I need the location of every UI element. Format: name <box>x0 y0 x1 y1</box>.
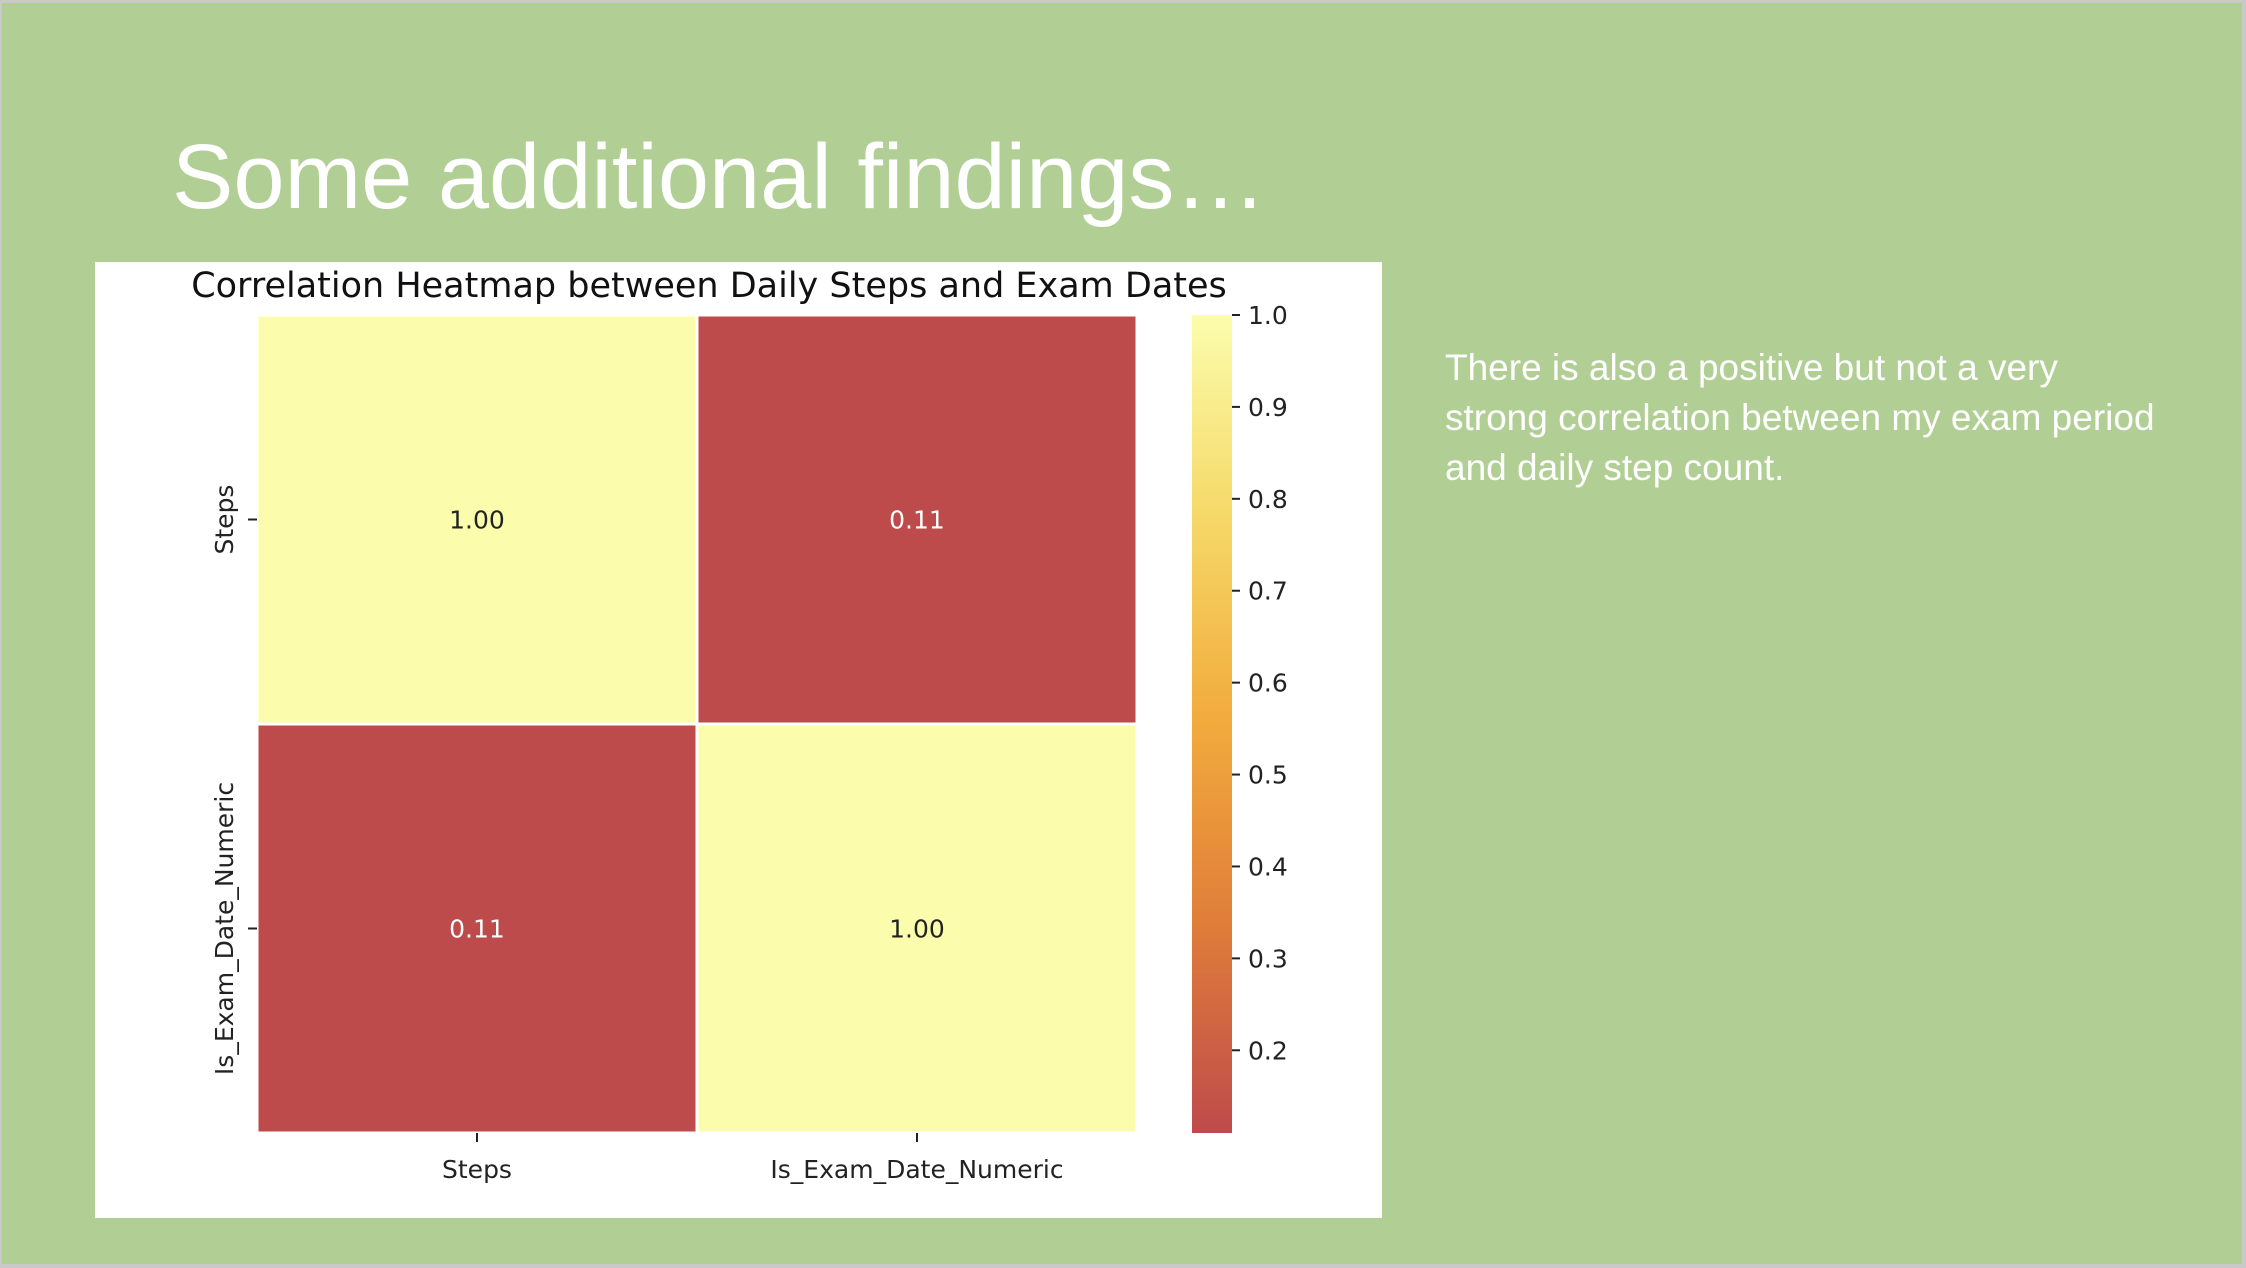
colorbar-tick-label: 0.2 <box>1248 1036 1288 1065</box>
y-axis: Steps Is_Exam_Date_Numeric <box>210 485 257 1075</box>
x-tick-label: Is_Exam_Date_Numeric <box>770 1155 1063 1184</box>
colorbar-tick-label: 0.5 <box>1248 761 1288 790</box>
slide-title: Some additional findings… <box>172 126 1267 228</box>
colorbar-tick-label: 0.9 <box>1248 393 1288 422</box>
chart-title: Correlation Heatmap between Daily Steps … <box>191 266 1227 306</box>
y-tick-label: Steps <box>210 485 239 555</box>
cell-value-label: 0.11 <box>449 915 505 944</box>
colorbar-tick-label: 0.4 <box>1248 852 1288 881</box>
cell-value-label: 1.00 <box>889 915 945 944</box>
heatmap-cells: 1.00 0.11 0.11 1.00 <box>255 313 1139 1135</box>
y-tick-label: Is_Exam_Date_Numeric <box>210 782 239 1075</box>
colorbar-tick-label: 0.3 <box>1248 944 1288 973</box>
heatmap-cell <box>255 722 699 1135</box>
x-axis: Steps Is_Exam_Date_Numeric <box>442 1133 1064 1184</box>
heatmap-chart: Correlation Heatmap between Daily Steps … <box>95 262 1382 1218</box>
slide: Some additional findings… Correlation He… <box>2 3 2242 1264</box>
heatmap-cell <box>255 313 699 726</box>
colorbar-tick-label: 0.8 <box>1248 485 1288 514</box>
colorbar-tick-label: 0.7 <box>1248 577 1288 606</box>
cell-value-label: 1.00 <box>449 506 505 535</box>
colorbar <box>1192 315 1232 1133</box>
heatmap-svg: Correlation Heatmap between Daily Steps … <box>191 266 1288 1184</box>
colorbar-ticks: 1.0 0.9 0.8 0.7 0.6 0.5 0.4 0.3 0.2 <box>1232 301 1288 1065</box>
colorbar-tick-label: 0.6 <box>1248 669 1288 698</box>
heatmap-cell <box>695 722 1139 1135</box>
cell-value-label: 0.11 <box>889 506 945 535</box>
body-text: There is also a positive but not a very … <box>1445 347 2155 488</box>
colorbar-tick-label: 1.0 <box>1248 301 1288 330</box>
heatmap-cell <box>695 313 1139 726</box>
x-tick-label: Steps <box>442 1155 512 1184</box>
